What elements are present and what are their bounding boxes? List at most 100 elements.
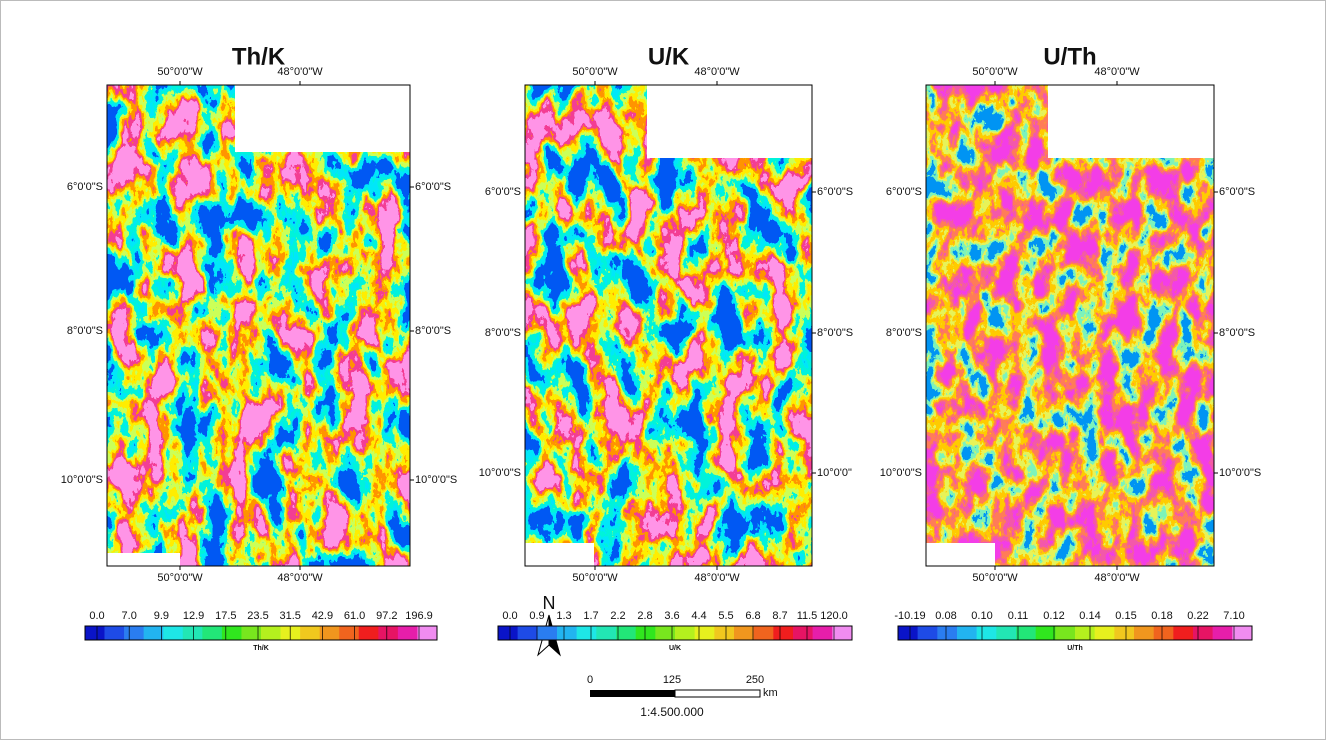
- colorbar-swatch: [714, 626, 735, 640]
- lon-label: 50°0'0"W: [572, 572, 618, 584]
- lat-label: 8°0'0"S: [67, 325, 103, 337]
- no-data-area: [107, 553, 180, 566]
- lat-label: 10°0'0"S: [479, 467, 521, 479]
- colorbar-swatch: [832, 626, 853, 640]
- colorbar-swatch: [498, 626, 518, 640]
- colorbar-label: 0.9: [529, 610, 544, 622]
- colorbar-swatch: [124, 626, 144, 640]
- colorbar-swatch: [898, 626, 918, 640]
- colorbar-swatch: [1232, 626, 1253, 640]
- panel-title: Th/K: [232, 43, 286, 70]
- colorbar-frame: [84, 625, 438, 641]
- colorbar-swatch: [773, 626, 794, 640]
- colorbar-swatch: [537, 626, 558, 640]
- colorbar-swatch: [1094, 626, 1115, 640]
- colorbar-label: 0.22: [1187, 610, 1208, 622]
- lat-label: 10°0'0"S: [880, 467, 922, 479]
- colorbar-swatch: [378, 626, 399, 640]
- colorbar-label: 23.5: [247, 610, 268, 622]
- colorbar-swatch: [616, 626, 636, 640]
- map-raster: [926, 85, 1214, 566]
- colorbar-swatch: [1134, 626, 1154, 640]
- colorbar-label: 8.7: [772, 610, 787, 622]
- colorbar-label: 5.5: [718, 610, 733, 622]
- colorbar-label: 0.14: [1079, 610, 1100, 622]
- colorbar-label: 1.7: [583, 610, 598, 622]
- colorbar-label: 196.9: [405, 610, 433, 622]
- colorbar-swatch: [163, 626, 184, 640]
- lon-label: 48°0'0"W: [694, 572, 740, 584]
- lon-label: 48°0'0"W: [1094, 66, 1140, 78]
- map-frame: [106, 84, 411, 567]
- colorbar-swatch: [753, 626, 774, 640]
- colorbar-label: 0.0: [502, 610, 517, 622]
- colorbar-swatch: [221, 626, 242, 640]
- colorbar-label: 6.8: [745, 610, 760, 622]
- colorbar-swatch: [319, 626, 340, 640]
- colorbar-swatch: [812, 626, 833, 640]
- colorbar-label: 12.9: [183, 610, 204, 622]
- map-frame: [925, 84, 1215, 567]
- map-raster: [107, 85, 410, 566]
- no-data-area: [235, 85, 410, 152]
- scale-label: 125: [663, 674, 681, 686]
- lon-label: 50°0'0"W: [157, 66, 203, 78]
- colorbar-swatch: [417, 626, 438, 640]
- lon-label: 50°0'0"W: [972, 572, 1018, 584]
- colorbar-swatch: [104, 626, 125, 640]
- colorbar-swatch: [655, 626, 676, 640]
- map-frame: [524, 84, 813, 567]
- colorbar-swatch: [1075, 626, 1095, 640]
- lat-label: 6°0'0"S: [67, 181, 103, 193]
- lon-label: 50°0'0"W: [572, 66, 618, 78]
- colorbar-swatch: [937, 626, 958, 640]
- colorbar-label: 97.2: [376, 610, 397, 622]
- scale-bar-dark: [590, 690, 675, 697]
- colorbar-label: 3.6: [664, 610, 679, 622]
- colorbar-swatch: [339, 626, 360, 640]
- no-data-area: [1048, 85, 1214, 158]
- lon-label: 50°0'0"W: [157, 572, 203, 584]
- colorbar-swatch: [1153, 626, 1174, 640]
- lat-label: 6°0'0"S: [1219, 186, 1255, 198]
- colorbar-swatch: [996, 626, 1017, 640]
- no-data-area: [647, 85, 812, 158]
- colorbar-label: 0.10: [971, 610, 992, 622]
- colorbar-swatch: [143, 626, 164, 640]
- lon-label: 48°0'0"W: [277, 66, 323, 78]
- lat-label: 8°0'0"S: [1219, 327, 1255, 339]
- colorbar-label: 42.9: [312, 610, 333, 622]
- lon-label: 50°0'0"W: [972, 66, 1018, 78]
- lat-label: 8°0'0"S: [817, 327, 853, 339]
- colorbar-label: 1.3: [556, 610, 571, 622]
- no-data-area: [525, 543, 594, 566]
- colorbar-frame: [497, 625, 853, 641]
- scale-label: 0: [587, 674, 593, 686]
- no-data-area: [926, 543, 995, 566]
- colorbar-swatch: [85, 626, 105, 640]
- panel-title: U/K: [648, 43, 690, 70]
- lon-label: 48°0'0"W: [277, 572, 323, 584]
- colorbar-label: 17.5: [215, 610, 236, 622]
- scale-label: 250: [746, 674, 764, 686]
- colorbar-caption: U/Th: [1067, 645, 1083, 652]
- lat-label: 8°0'0"S: [886, 327, 922, 339]
- map-raster: [525, 85, 812, 566]
- lat-label: 6°0'0"S: [817, 186, 853, 198]
- colorbar-caption: U/K: [669, 645, 681, 652]
- lat-label: 10°0'0"S: [415, 474, 457, 486]
- colorbar-label: 11.5: [797, 610, 818, 622]
- colorbar-label: 31.5: [279, 610, 300, 622]
- colorbar-swatch: [694, 626, 715, 640]
- colorbar-swatch: [397, 626, 418, 640]
- colorbar-label: 61.0: [344, 610, 365, 622]
- colorbar-label: 2.2: [610, 610, 625, 622]
- colorbar-swatch: [793, 626, 813, 640]
- colorbar-swatch: [576, 626, 597, 640]
- colorbar-swatch: [358, 626, 379, 640]
- colorbar-label: 0.11: [1008, 610, 1029, 622]
- colorbar-label: 9.9: [154, 610, 169, 622]
- colorbar-swatch: [1035, 626, 1056, 640]
